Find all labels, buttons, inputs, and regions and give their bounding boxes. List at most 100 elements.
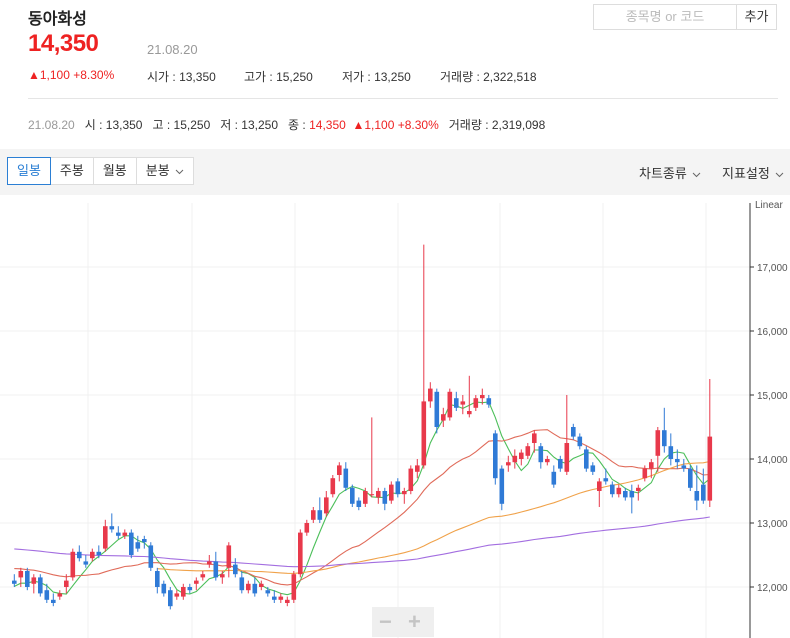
candle-body <box>90 551 95 559</box>
high-price: 고가 : 15,250 <box>244 70 313 84</box>
quote-date: 21.08.20 <box>147 42 198 57</box>
chevron-down-icon <box>175 169 184 174</box>
candle-body <box>239 577 245 591</box>
indicator-label: 지표설정 <box>722 166 770 181</box>
candle-body <box>174 593 180 597</box>
candle-body <box>226 545 232 568</box>
candle-body <box>64 580 69 587</box>
candle-body <box>681 465 687 469</box>
candle-body <box>285 599 290 603</box>
candle-body <box>194 580 199 584</box>
y-tick-label: 13,000 <box>757 519 788 530</box>
scale-label: Linear <box>755 200 783 211</box>
candle-body <box>512 455 518 463</box>
summary-close: 14,350 <box>309 118 346 132</box>
candle-body <box>662 430 667 447</box>
candle-body <box>610 484 615 495</box>
candle-body <box>304 523 310 533</box>
candle-body <box>701 484 706 501</box>
candle-body <box>382 491 388 504</box>
summary-change: ▲1,100 +8.30% <box>352 118 439 132</box>
candle-body <box>18 571 24 578</box>
moving-averages <box>14 401 711 596</box>
candle-body <box>389 484 394 501</box>
candle-body <box>590 465 596 472</box>
indicator-settings-menu[interactable]: 지표설정 <box>722 163 784 182</box>
candle-body <box>441 414 446 421</box>
tab-monthly[interactable]: 월봉 <box>92 157 137 185</box>
candle-body <box>447 391 453 418</box>
summary-date: 21.08.20 <box>28 118 75 132</box>
candle-body <box>454 398 459 408</box>
candle-body <box>551 471 557 485</box>
ma20-line <box>14 429 710 586</box>
candle-body <box>83 561 89 565</box>
candle-body <box>499 468 505 504</box>
candle-body <box>636 487 641 491</box>
chevron-down-icon <box>776 172 784 177</box>
candle-body <box>57 593 63 597</box>
candle-body <box>707 436 713 501</box>
volume: 거래량 : 2,322,518 <box>440 70 537 84</box>
tab-weekly[interactable]: 주봉 <box>49 157 94 185</box>
search-input[interactable]: 종목명 or 코드 <box>593 4 737 30</box>
candle-body <box>473 398 479 408</box>
candle-body <box>584 449 589 469</box>
candle-body <box>434 391 440 427</box>
ma60-line <box>157 460 710 574</box>
candle-body <box>181 587 186 597</box>
candle-body <box>428 388 433 402</box>
candle-body <box>356 500 362 507</box>
candle-body <box>642 468 648 479</box>
candle-body <box>265 590 271 594</box>
y-tick-label: 16,000 <box>757 327 788 338</box>
candle-body <box>616 487 622 495</box>
candle-body <box>116 532 121 536</box>
candle-body <box>369 494 375 496</box>
low-price: 저가 : 13,250 <box>342 70 411 84</box>
candle-body <box>480 395 485 399</box>
candle-body <box>317 510 323 520</box>
chart-type-menu[interactable]: 차트종류 <box>639 163 701 182</box>
candle-body <box>12 580 17 584</box>
tab-minute-label: 분봉 <box>145 163 170 178</box>
y-axis: 12,000 13,000 14,000 15,000 16,000 17,000 <box>750 263 788 594</box>
ma5-line <box>14 401 711 596</box>
candle-body <box>415 465 420 472</box>
candle-body <box>675 459 680 463</box>
candle-body <box>629 491 635 498</box>
candle-body <box>213 561 219 578</box>
zoom-in-icon[interactable]: + <box>408 609 421 634</box>
candle-body <box>597 481 602 491</box>
zoom-controls: − + <box>372 607 434 637</box>
open-price: 시가 : 13,350 <box>147 70 216 84</box>
candle-body <box>408 468 414 491</box>
candle-body <box>135 542 141 549</box>
candle-body <box>460 401 466 405</box>
candle-body <box>668 446 674 459</box>
candle-body <box>129 532 134 555</box>
candles <box>12 244 713 610</box>
candle-body <box>278 596 284 600</box>
candle-body <box>291 574 297 600</box>
chart-type-label: 차트종류 <box>639 166 687 181</box>
tab-minute[interactable]: 분봉 <box>135 157 195 185</box>
zoom-out-icon[interactable]: − <box>379 609 392 634</box>
add-button[interactable]: 추가 <box>737 4 777 30</box>
candle-body <box>519 452 524 459</box>
candle-body <box>493 433 498 479</box>
candle-body <box>603 478 609 482</box>
tab-daily[interactable]: 일봉 <box>7 157 51 185</box>
y-tick-label: 17,000 <box>757 263 788 274</box>
candle-body <box>103 526 108 549</box>
candlestick-chart[interactable]: 12,000 13,000 14,000 15,000 16,000 17,000 Lin… <box>0 195 790 638</box>
candle-body <box>402 491 407 495</box>
candle-body <box>623 491 628 498</box>
candle-body <box>122 532 128 536</box>
candle-body <box>688 468 693 488</box>
divider <box>28 98 778 99</box>
ma120-line <box>14 516 710 568</box>
summary-close-label: 종 : <box>288 118 306 132</box>
candle-body <box>655 430 661 456</box>
candle-body <box>649 462 654 469</box>
